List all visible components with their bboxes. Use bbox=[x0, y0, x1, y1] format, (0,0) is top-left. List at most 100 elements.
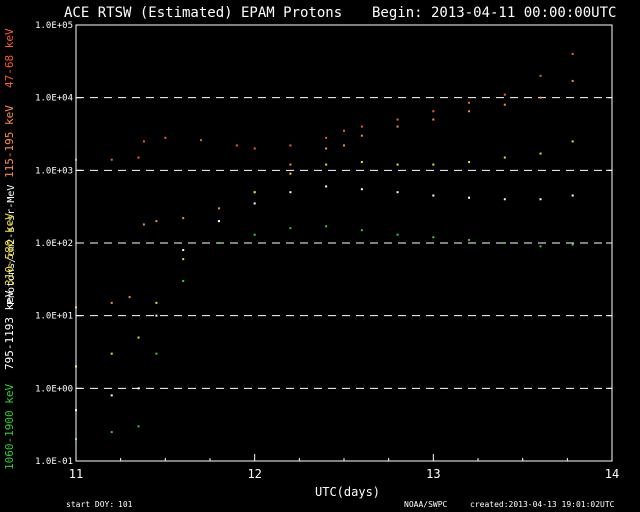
data-point bbox=[110, 431, 113, 434]
chart-title: ACE RTSW (Estimated) EPAM Protons bbox=[64, 5, 342, 21]
y-tick-labels: 1.0E-01 1.0E+00 1.0E+01 1.0E+02 1.0E+03 1.0E+… bbox=[35, 21, 612, 467]
data-point bbox=[539, 74, 542, 77]
x-tick-labels: 11 12 13 14 bbox=[69, 454, 619, 481]
data-point bbox=[253, 147, 256, 150]
data-point bbox=[468, 238, 471, 241]
x-tick-label: 12 bbox=[247, 467, 261, 481]
data-point bbox=[289, 191, 292, 194]
data-point bbox=[571, 52, 574, 55]
data-point bbox=[432, 118, 435, 121]
data-point bbox=[217, 220, 220, 223]
data-point bbox=[110, 352, 113, 355]
y-tick-label: 1.0E+03 bbox=[35, 166, 73, 176]
data-point bbox=[325, 225, 328, 228]
data-point bbox=[468, 101, 471, 104]
data-points bbox=[75, 52, 574, 441]
data-point bbox=[325, 163, 328, 166]
data-point bbox=[360, 134, 363, 137]
legend-entry: 795-1193 keV bbox=[3, 290, 16, 370]
y-axis-label: Protons/cm2-s-sr-MeV bbox=[6, 185, 17, 305]
data-point bbox=[235, 144, 238, 147]
data-point bbox=[539, 96, 542, 99]
data-point bbox=[468, 161, 471, 164]
data-point bbox=[182, 258, 185, 261]
data-point bbox=[396, 118, 399, 121]
data-point bbox=[137, 336, 140, 339]
x-tick-label: 14 bbox=[605, 467, 619, 481]
y-tick-label: 1.0E+01 bbox=[35, 312, 73, 322]
data-point bbox=[164, 136, 167, 139]
data-point bbox=[253, 202, 256, 205]
y-tick-label: 1.0E-01 bbox=[35, 457, 73, 467]
y-tick-label: 1.0E+04 bbox=[35, 94, 73, 104]
data-point bbox=[325, 147, 328, 150]
data-point bbox=[182, 249, 185, 252]
start-doy-label: start DOY: bbox=[66, 500, 114, 509]
legend-entry: 115-195 keV bbox=[3, 105, 16, 178]
start-doy-value: 101 bbox=[118, 500, 133, 509]
data-point bbox=[137, 387, 140, 390]
y-tick-label: 1.0E+02 bbox=[35, 239, 73, 249]
data-point bbox=[253, 233, 256, 236]
data-point bbox=[289, 163, 292, 166]
data-point bbox=[142, 223, 145, 226]
data-point bbox=[432, 163, 435, 166]
data-point bbox=[360, 188, 363, 191]
data-point bbox=[503, 242, 506, 244]
data-point bbox=[155, 314, 158, 317]
data-point bbox=[468, 110, 471, 113]
x-tick-label: 13 bbox=[426, 467, 440, 481]
data-point bbox=[503, 103, 506, 106]
data-point bbox=[360, 125, 363, 128]
data-point bbox=[396, 191, 399, 194]
grid-lines bbox=[76, 97, 612, 389]
data-point bbox=[137, 425, 140, 428]
y-tick-label: 1.0E+00 bbox=[35, 384, 73, 394]
data-point bbox=[539, 198, 542, 201]
data-point bbox=[571, 243, 574, 246]
data-point bbox=[360, 161, 363, 164]
data-point bbox=[571, 79, 574, 82]
data-point bbox=[503, 93, 506, 96]
data-point bbox=[571, 140, 574, 143]
data-point bbox=[325, 136, 328, 139]
data-point bbox=[360, 229, 363, 232]
data-point bbox=[432, 236, 435, 239]
data-point bbox=[155, 220, 158, 223]
data-point bbox=[325, 185, 328, 188]
legend-entry: 47-68 keV bbox=[3, 28, 16, 88]
data-point bbox=[155, 301, 158, 304]
data-point bbox=[289, 144, 292, 147]
y-tick-label: 1.0E+05 bbox=[35, 21, 73, 31]
data-point bbox=[539, 152, 542, 155]
data-point bbox=[110, 158, 113, 161]
source-label: NOAA/SWPC bbox=[404, 500, 448, 509]
x-tick-label: 11 bbox=[69, 467, 83, 481]
data-point bbox=[217, 207, 220, 210]
begin-label: Begin: 2013-04-11 00:00:00UTC bbox=[372, 5, 616, 21]
data-point bbox=[571, 194, 574, 197]
data-point bbox=[253, 191, 256, 194]
data-point bbox=[539, 245, 542, 248]
legend-entry: 1060-1900 keV bbox=[3, 384, 16, 470]
data-point bbox=[289, 227, 292, 230]
data-point bbox=[343, 129, 345, 132]
data-point bbox=[182, 217, 185, 220]
data-point bbox=[200, 139, 203, 142]
data-point bbox=[503, 198, 506, 201]
data-point bbox=[142, 140, 145, 143]
data-point bbox=[128, 296, 131, 299]
legend-entry: 310-580 keV bbox=[3, 213, 16, 286]
data-point bbox=[217, 242, 220, 244]
data-point bbox=[468, 196, 471, 199]
data-point bbox=[503, 156, 506, 159]
data-point bbox=[110, 301, 113, 304]
data-point bbox=[396, 233, 399, 236]
data-point bbox=[182, 279, 185, 282]
data-point bbox=[343, 144, 345, 147]
data-point bbox=[137, 156, 140, 159]
legend: 1060-1900 keV 795-1193 keV 310-580 keV 115-… bbox=[3, 28, 16, 470]
data-point bbox=[110, 394, 113, 397]
x-axis-label: UTC(days) bbox=[315, 485, 380, 499]
